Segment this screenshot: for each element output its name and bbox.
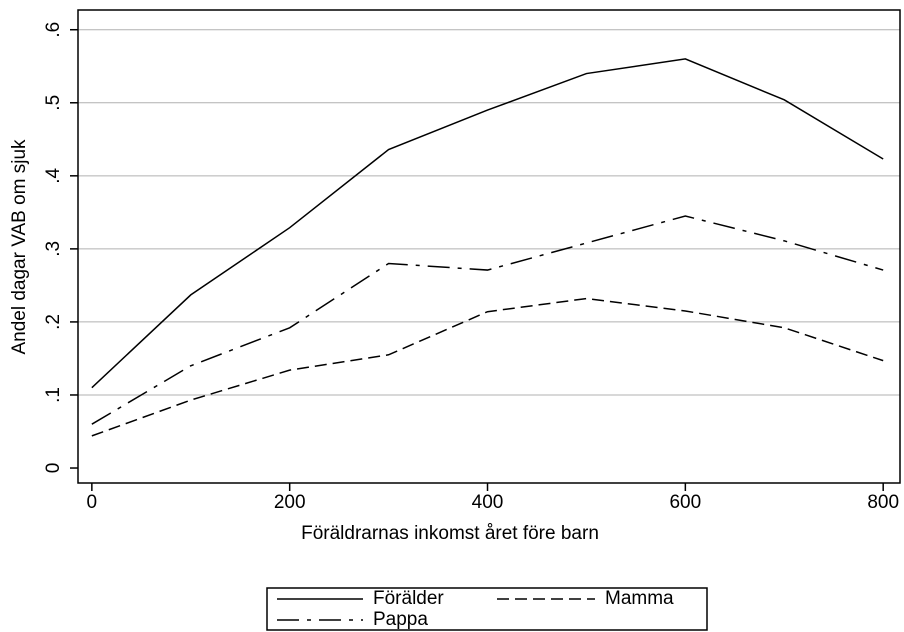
y-tick-label: 0 [43,463,64,474]
y-tick-label: .2 [43,314,64,330]
series-line [91,215,884,425]
x-tick-label: 0 [87,492,98,513]
series-line [91,297,884,437]
legend-label: Pappa [373,609,428,630]
x-tick-label: 200 [274,492,306,513]
y-tick-label: .3 [43,241,64,257]
legend-label: Mamma [605,588,674,609]
y-axis-label: Andel dagar VAB om sjuk [9,139,30,355]
x-axis-label: Föräldrarnas inkomst året före barn [301,523,599,544]
plot-frame [77,9,901,484]
series-line [91,58,884,389]
y-tick-label: .4 [43,167,64,183]
x-tick-label: 800 [867,492,899,513]
y-tick-label: .6 [43,22,64,38]
y-tick-label: .5 [43,95,64,111]
legend-box [266,587,708,631]
x-tick-label: 400 [472,492,504,513]
x-tick-label: 600 [669,492,701,513]
y-tick-label: .1 [43,387,64,403]
legend-label: Förälder [373,588,444,609]
